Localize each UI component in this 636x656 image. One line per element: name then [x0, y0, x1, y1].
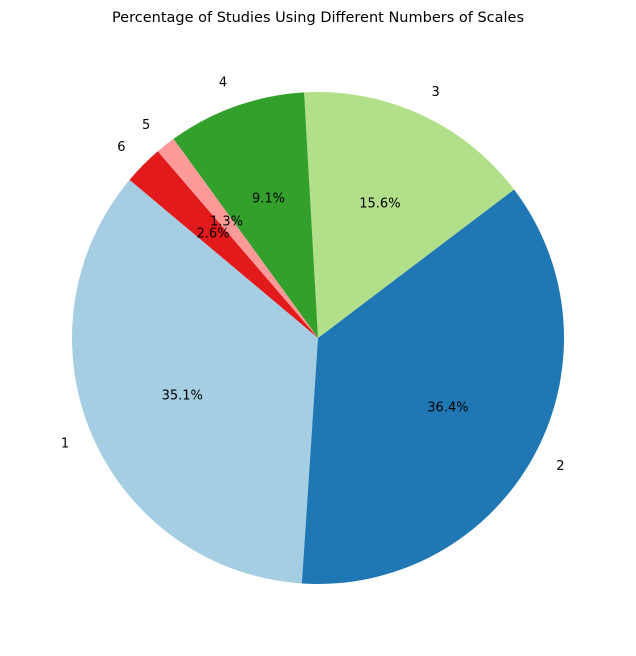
percentage-label-6: 2.6% — [197, 227, 230, 242]
percentage-label-4: 9.1% — [252, 191, 285, 206]
slice-label-1: 1 — [61, 437, 69, 452]
pie-slice-1 — [71, 179, 319, 584]
percentage-label-2: 36.4% — [427, 401, 468, 416]
pie-slices — [71, 91, 564, 585]
percentage-label-3: 15.6% — [359, 197, 400, 212]
percentage-labels: 35.1% 36.4% 15.6% 9.1% 1.3%2.6% — [162, 191, 469, 415]
pie-slice-2 — [301, 189, 564, 585]
pie-slice-4 — [173, 92, 318, 338]
slice-label-5: 5 — [142, 118, 150, 133]
pie-slice-3 — [304, 91, 515, 339]
slice-label-6: 6 — [117, 140, 125, 155]
slice-label-3: 3 — [432, 85, 440, 100]
pie-slice-6 — [129, 151, 318, 338]
slice-label-4: 4 — [219, 76, 227, 91]
slice-labels: 1 2 3 4 5 6 — [61, 76, 565, 474]
percentage-label-5: 1.3% — [210, 215, 243, 230]
percentage-label-1: 35.1% — [162, 388, 203, 403]
pie-slice-5 — [157, 138, 318, 338]
slice-label-2: 2 — [556, 459, 564, 474]
chart-title: Percentage of Studies Using Different Nu… — [112, 10, 524, 26]
